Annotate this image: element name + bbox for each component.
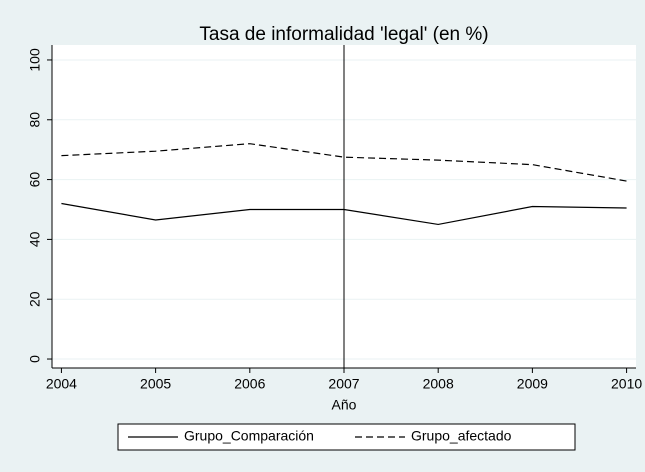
- y-tick-label: 60: [27, 172, 43, 188]
- x-tick-label: 2008: [423, 376, 454, 392]
- x-axis-label: Año: [332, 397, 357, 413]
- chart-title: Tasa de informalidad 'legal' (en %): [199, 24, 488, 45]
- x-tick-label: 2009: [517, 376, 548, 392]
- series-line: [61, 202, 627, 226]
- y-tick-label: 0: [27, 355, 43, 363]
- y-tick-label: 40: [27, 231, 43, 247]
- legend-label: Grupo_afectado: [411, 428, 512, 444]
- y-tick-label: 80: [27, 112, 43, 128]
- x-tick-label: 2006: [234, 376, 265, 392]
- legend-label: Grupo_Comparación: [184, 428, 314, 444]
- x-tick-label: 2007: [328, 376, 359, 392]
- x-tick-label: 2004: [46, 376, 77, 392]
- x-tick-label: 2010: [611, 376, 642, 392]
- x-tick-label: 2005: [140, 376, 171, 392]
- y-tick-label: 100: [27, 48, 43, 72]
- legend: [117, 423, 576, 451]
- y-tick-label: 20: [27, 291, 43, 307]
- series-line: [61, 143, 627, 182]
